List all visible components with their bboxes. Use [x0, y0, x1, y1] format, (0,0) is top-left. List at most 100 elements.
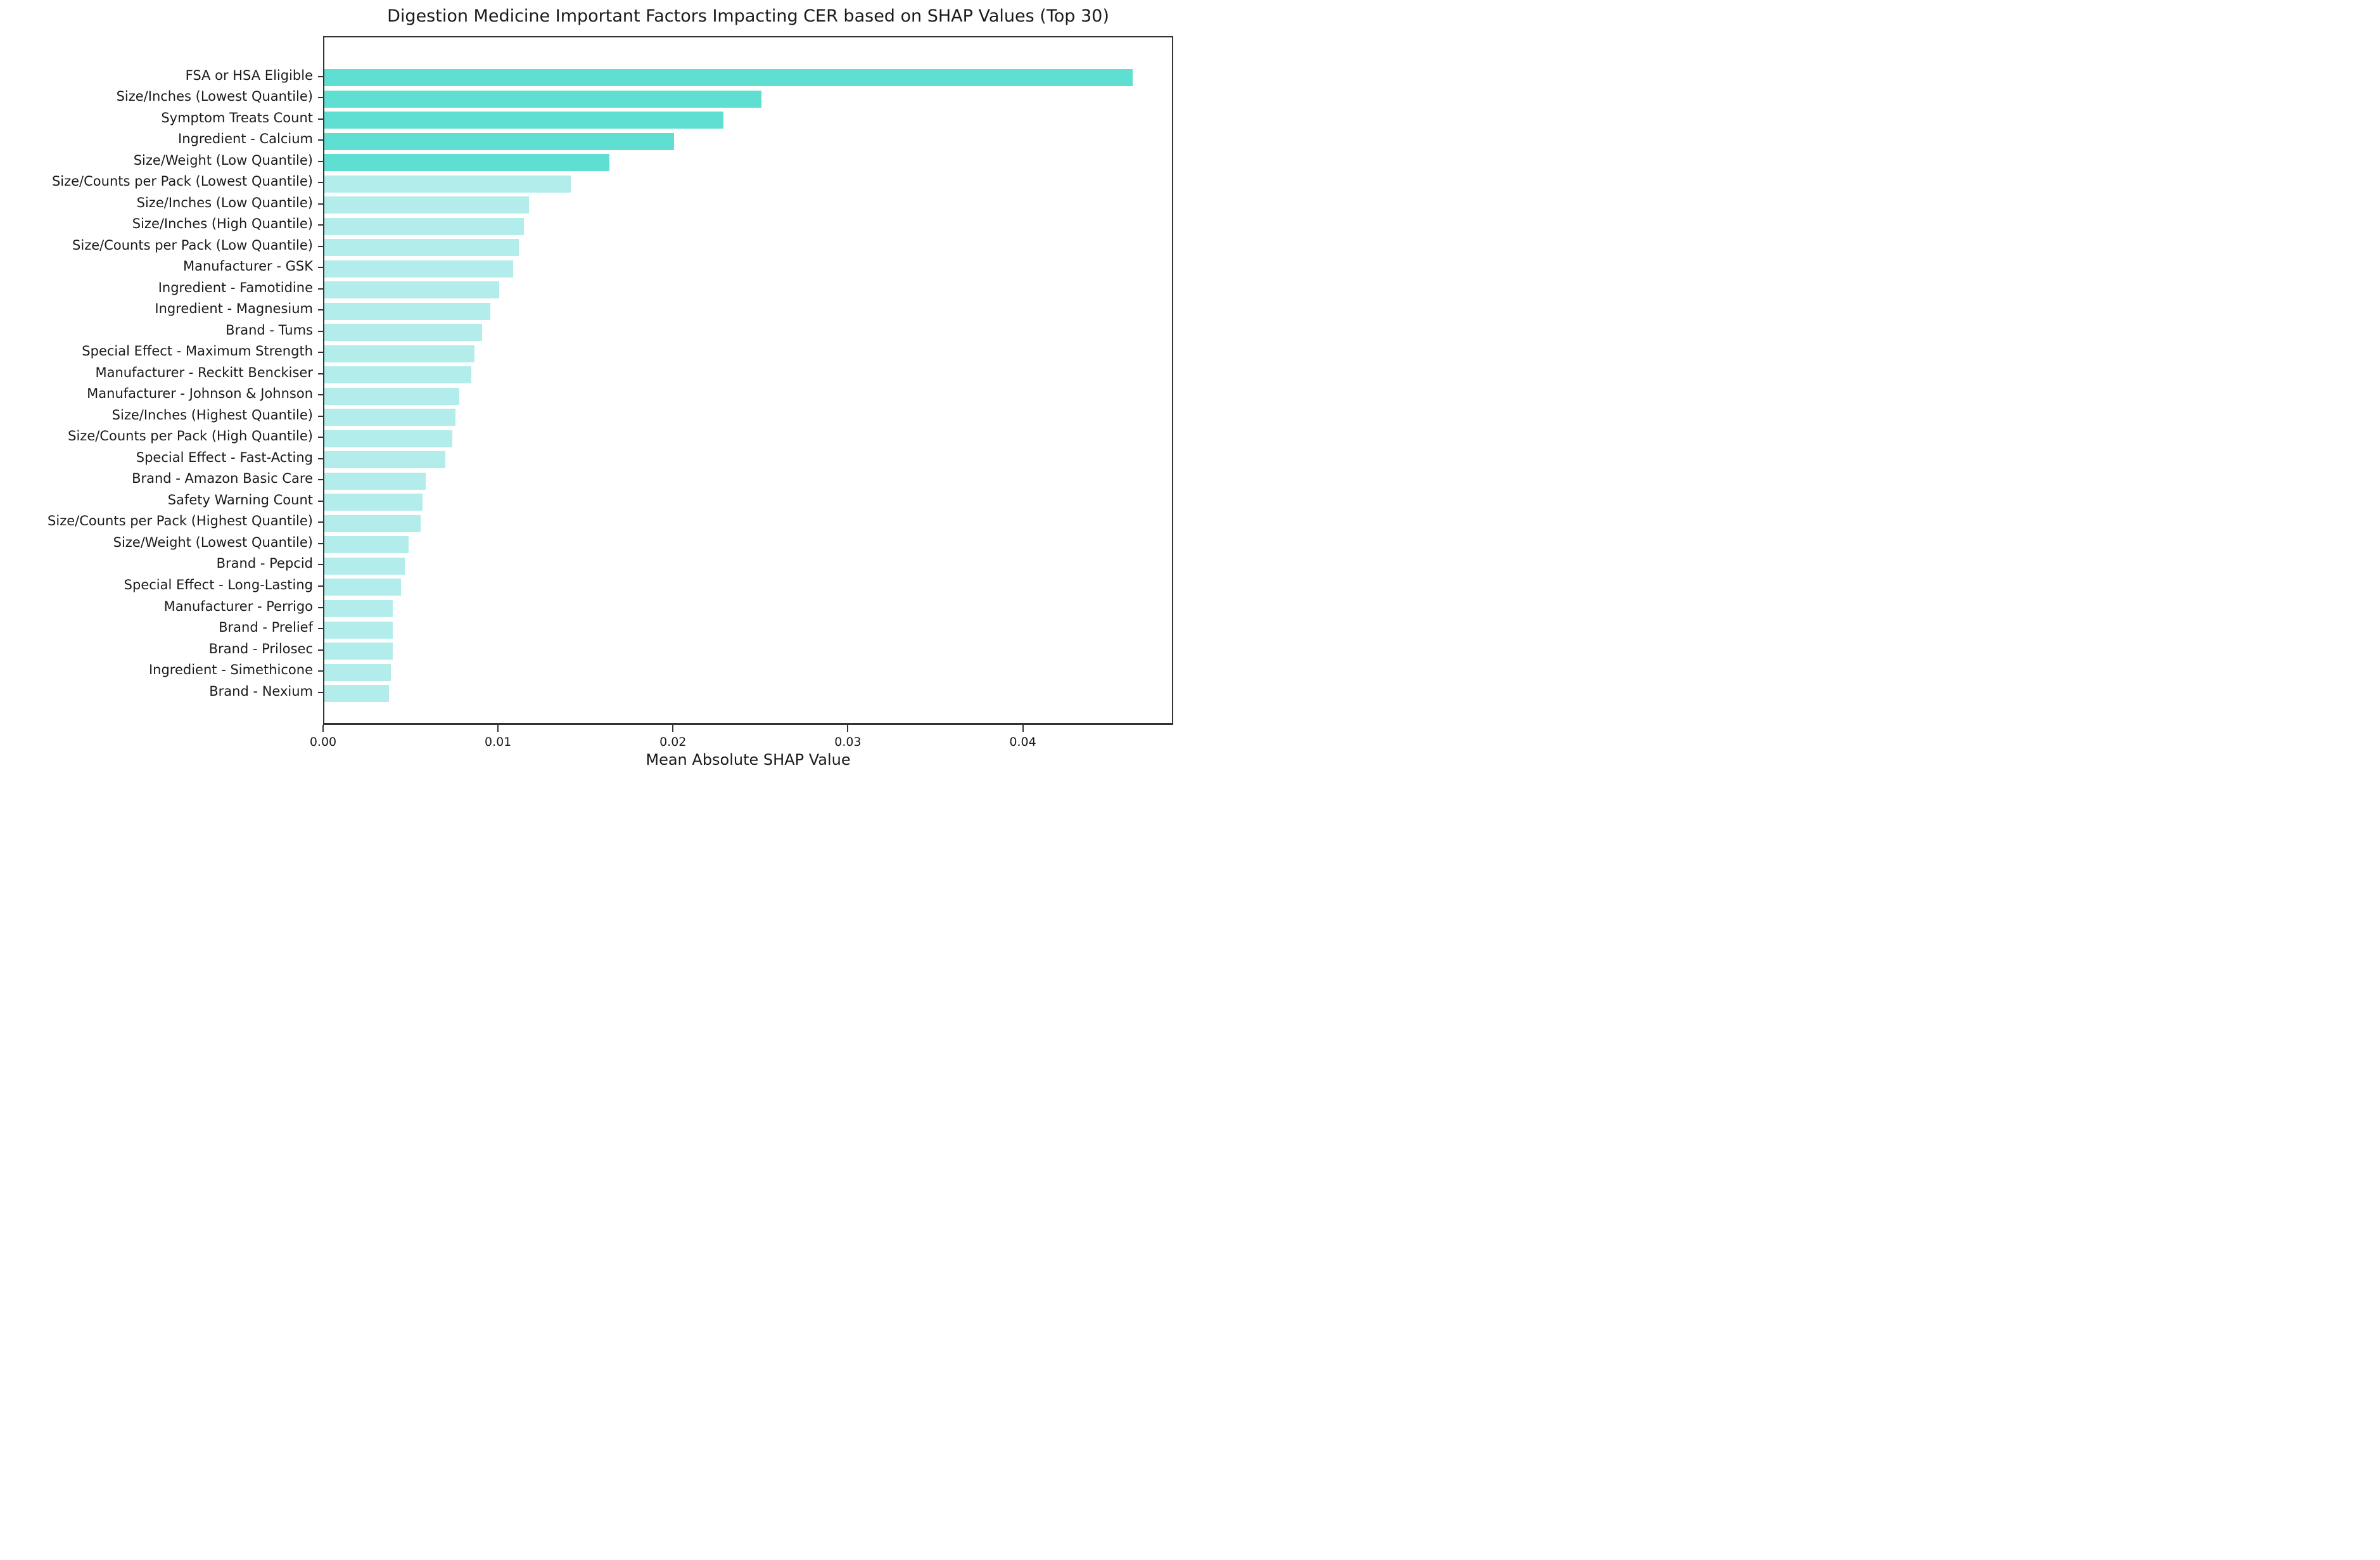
y-tick-mark [318, 542, 323, 544]
y-tick-mark [318, 479, 323, 481]
y-tick-mark [318, 521, 323, 523]
y-tick-mark [318, 606, 323, 608]
y-tick-label: Symptom Treats Count [161, 110, 313, 125]
y-tick-mark [318, 118, 323, 120]
y-tick-mark [318, 160, 323, 162]
bar [324, 281, 500, 299]
x-tick-label: 0.04 [1009, 735, 1036, 749]
y-tick-mark [318, 585, 323, 587]
y-tick-label: Ingredient - Magnesium [155, 301, 313, 317]
bar [324, 430, 452, 447]
x-axis-label: Mean Absolute SHAP Value [646, 751, 851, 769]
bar [324, 472, 426, 490]
y-tick-label: Size/Counts per Pack (High Quantile) [68, 428, 313, 444]
y-tick-label: Brand - Prilosec [208, 641, 313, 656]
y-tick-label: Size/Inches (Lowest Quantile) [116, 89, 313, 105]
y-tick-label: Size/Weight (Lowest Quantile) [113, 534, 313, 550]
bar [324, 239, 519, 257]
bar [324, 600, 393, 617]
bar [324, 685, 390, 703]
bar [324, 69, 1133, 86]
plot-area [323, 36, 1173, 725]
y-tick-mark [318, 309, 323, 311]
x-tick-mark [322, 725, 324, 732]
x-tick-label: 0.02 [659, 735, 687, 749]
y-tick-label: Manufacturer - Reckitt Benckiser [95, 364, 313, 380]
y-tick-mark [318, 139, 323, 141]
bar [324, 451, 445, 469]
bar [324, 663, 391, 681]
y-tick-mark [318, 75, 323, 77]
y-tick-mark [318, 564, 323, 566]
bar [324, 196, 530, 214]
x-tick-label: 0.03 [834, 735, 862, 749]
y-tick-label: FSA or HSA Eligible [185, 67, 313, 83]
bar [324, 409, 456, 426]
y-tick-mark [318, 373, 323, 374]
bar [324, 643, 393, 660]
y-tick-label: Special Effect - Maximum Strength [82, 343, 313, 359]
x-tick-mark [497, 725, 499, 732]
y-tick-label: Safety Warning Count [167, 492, 313, 508]
y-tick-label: Ingredient - Simethicone [148, 662, 313, 678]
y-tick-label: Brand - Prelief [219, 620, 313, 636]
y-tick-label: Manufacturer - GSK [183, 259, 313, 274]
y-tick-mark [318, 457, 323, 459]
bar [324, 260, 514, 278]
x-tick-mark [847, 725, 849, 732]
y-tick-label: Special Effect - Long-Lasting [124, 577, 313, 592]
bar [324, 387, 459, 405]
bar [324, 175, 571, 193]
bar [324, 90, 762, 108]
y-tick-label: Size/Counts per Pack (Lowest Quantile) [51, 174, 313, 189]
shap-importance-figure: Digestion Medicine Important Factors Imp… [0, 0, 1190, 780]
y-tick-mark [318, 649, 323, 651]
x-tick-label: 0.01 [484, 735, 512, 749]
x-tick-mark [672, 725, 674, 732]
y-tick-label: Size/Inches (High Quantile) [132, 216, 313, 232]
bar [324, 112, 723, 129]
x-tick-label: 0.00 [309, 735, 337, 749]
y-tick-mark [318, 352, 323, 354]
y-tick-mark [318, 224, 323, 226]
y-tick-label: Size/Inches (Low Quantile) [136, 195, 313, 210]
bar [324, 515, 421, 532]
y-tick-label: Special Effect - Fast-Acting [136, 449, 313, 465]
bar [324, 132, 675, 150]
y-tick-label: Manufacturer - Perrigo [163, 598, 313, 614]
y-tick-mark [318, 670, 323, 672]
chart-title: Digestion Medicine Important Factors Imp… [387, 6, 1109, 26]
y-tick-mark [318, 437, 323, 438]
y-tick-mark [318, 691, 323, 693]
bar [324, 366, 471, 384]
y-tick-mark [318, 628, 323, 630]
bar [324, 302, 491, 320]
x-tick-mark [1022, 725, 1024, 732]
y-tick-mark [318, 245, 323, 247]
y-tick-label: Ingredient - Famotidine [158, 279, 313, 295]
y-tick-label: Size/Inches (Highest Quantile) [111, 407, 313, 423]
y-tick-mark [318, 267, 323, 269]
bar [324, 579, 402, 596]
bar [324, 557, 405, 575]
bar [324, 621, 393, 639]
y-tick-mark [318, 330, 323, 332]
y-tick-label: Brand - Pepcid [216, 556, 313, 572]
y-tick-label: Brand - Tums [226, 322, 313, 338]
y-tick-mark [318, 500, 323, 502]
y-tick-label: Brand - Amazon Basic Care [132, 471, 313, 487]
bar [324, 217, 524, 235]
y-tick-mark [318, 288, 323, 290]
y-tick-label: Manufacturer - Johnson & Johnson [87, 386, 313, 402]
y-tick-mark [318, 415, 323, 417]
y-tick-label: Size/Weight (Low Quantile) [133, 152, 313, 168]
y-tick-mark [318, 97, 323, 99]
y-tick-label: Size/Counts per Pack (Low Quantile) [72, 237, 313, 253]
bar [324, 494, 423, 511]
y-tick-label: Ingredient - Calcium [178, 131, 313, 147]
y-tick-mark [318, 182, 323, 184]
y-tick-label: Brand - Nexium [209, 683, 313, 699]
y-tick-mark [318, 203, 323, 205]
y-tick-mark [318, 394, 323, 396]
bar [324, 154, 610, 172]
